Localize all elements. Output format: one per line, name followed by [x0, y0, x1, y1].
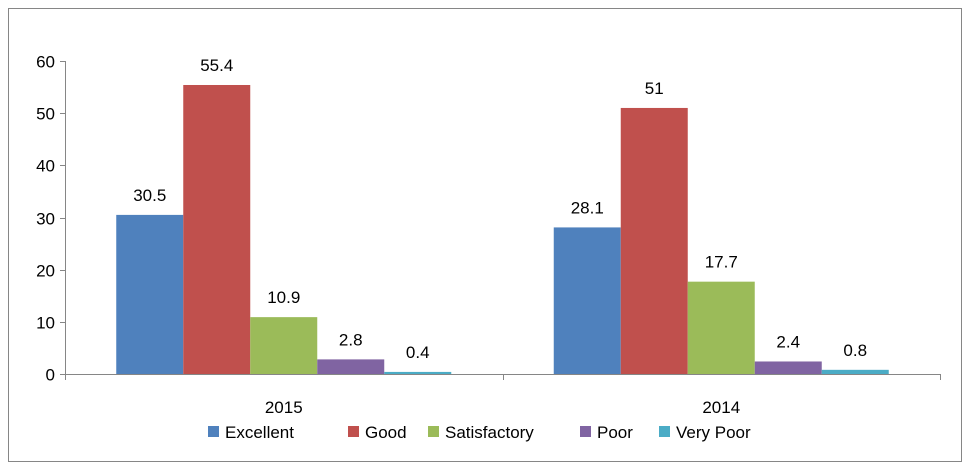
y-tick-label: 60 — [36, 53, 55, 72]
data-label: 0.4 — [406, 343, 430, 362]
y-tick-label: 40 — [36, 157, 55, 176]
x-tick-label: 2015 — [265, 398, 303, 417]
data-label: 30.5 — [133, 186, 166, 205]
data-label: 10.9 — [267, 288, 300, 307]
bar-satisfactory-2015 — [250, 317, 318, 374]
legend: Excellent Good Satisfactory Poor Very Poor — [208, 423, 751, 442]
bar-excellent-2015 — [116, 214, 184, 374]
data-label: 51 — [645, 79, 664, 98]
legend-swatch — [428, 426, 439, 437]
legend-item-excellent: Excellent — [208, 423, 294, 442]
legend-item-satisfactory: Satisfactory — [428, 423, 534, 442]
data-label: 28.1 — [571, 198, 604, 217]
legend-label: Excellent — [225, 423, 294, 442]
x-tick-label: 2014 — [702, 398, 740, 417]
legend-label: Satisfactory — [445, 423, 534, 442]
bar-good-2014 — [620, 107, 688, 374]
y-tick-label: 20 — [36, 262, 55, 281]
data-label: 2.4 — [776, 332, 800, 351]
legend-swatch — [348, 426, 359, 437]
bar-satisfactory-2014 — [687, 281, 755, 374]
y-tick-label: 0 — [46, 366, 55, 385]
legend-swatch — [208, 426, 219, 437]
bar-very-poor-2015 — [384, 371, 452, 374]
legend-item-very-poor: Very Poor — [659, 423, 751, 442]
data-label: 2.8 — [339, 330, 363, 349]
legend-swatch — [580, 426, 591, 437]
y-tick-label: 10 — [36, 314, 55, 333]
legend-label: Good — [365, 423, 407, 442]
legend-item-good: Good — [348, 423, 407, 442]
legend-swatch — [659, 426, 670, 437]
data-label: 0.8 — [843, 341, 867, 360]
legend-item-poor: Poor — [580, 423, 633, 442]
data-label: 17.7 — [705, 253, 738, 272]
bar-poor-2014 — [754, 361, 822, 374]
bar-good-2015 — [183, 84, 251, 374]
legend-label: Very Poor — [676, 423, 751, 442]
bar-excellent-2014 — [553, 227, 621, 374]
legend-label: Poor — [597, 423, 633, 442]
y-tick-label: 30 — [36, 210, 55, 229]
bar-poor-2015 — [317, 359, 385, 374]
bar-very-poor-2014 — [821, 369, 889, 374]
data-label: 55.4 — [200, 56, 233, 75]
y-tick-label: 50 — [36, 105, 55, 124]
